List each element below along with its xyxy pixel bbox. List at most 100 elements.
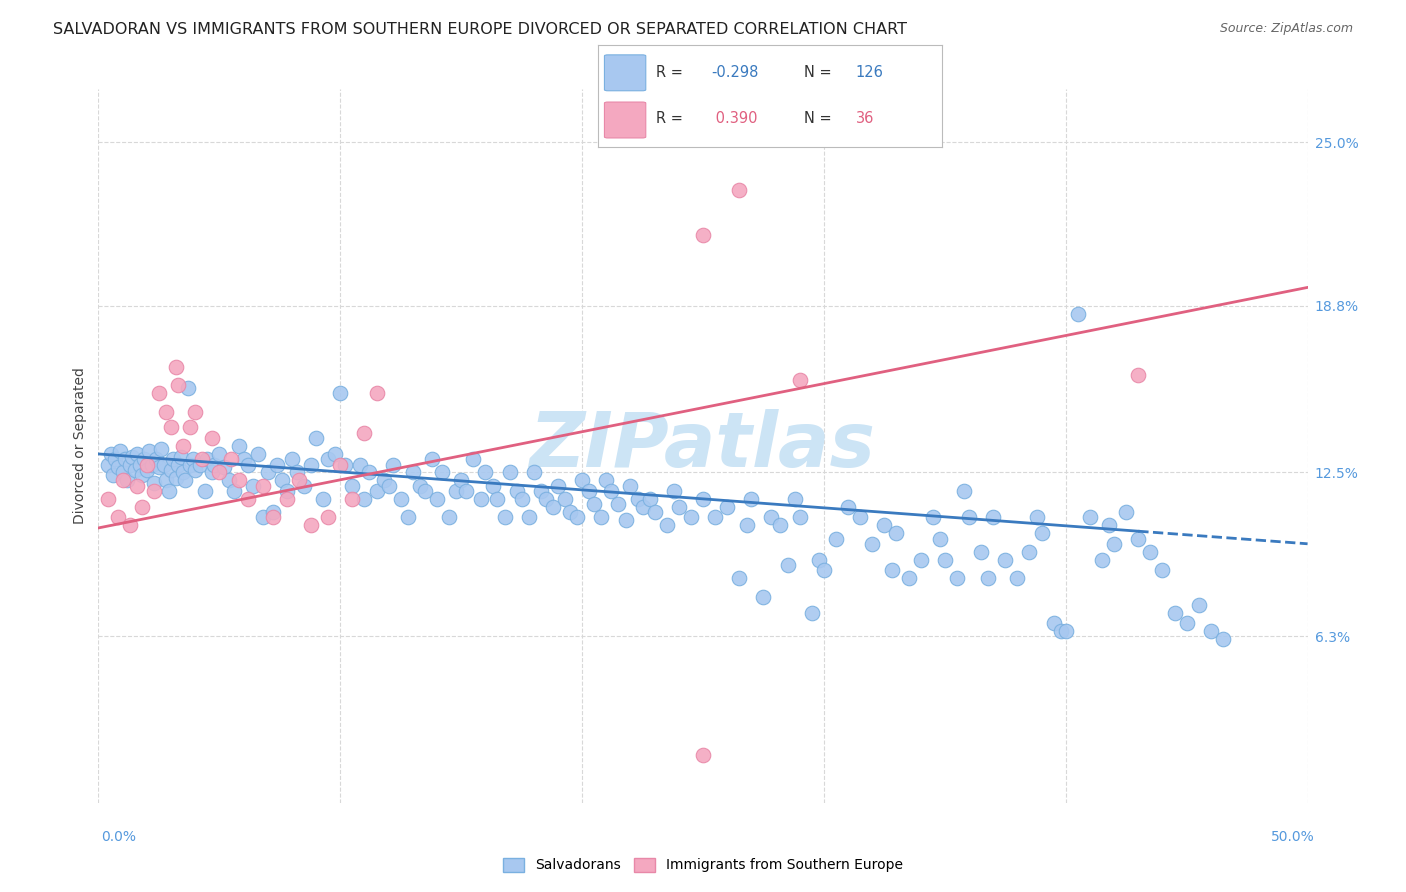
Point <box>160 463 183 477</box>
Text: N =: N = <box>804 65 837 80</box>
Point <box>825 532 848 546</box>
Point <box>305 431 328 445</box>
Point <box>1007 571 1029 585</box>
Point <box>517 510 540 524</box>
Point <box>252 478 274 492</box>
Point <box>208 466 231 480</box>
Point <box>402 466 425 480</box>
Point <box>172 439 194 453</box>
Point <box>165 359 187 374</box>
Point <box>506 483 529 498</box>
Point <box>437 510 460 524</box>
Point <box>148 460 170 475</box>
Point <box>97 491 120 506</box>
Point <box>873 518 896 533</box>
Point <box>299 518 322 533</box>
Point <box>212 460 235 475</box>
Point <box>188 458 211 472</box>
Point <box>201 466 224 480</box>
Point <box>929 532 952 546</box>
Point <box>644 505 666 519</box>
Point <box>134 452 156 467</box>
Point <box>118 458 141 472</box>
Point <box>131 468 153 483</box>
Point <box>735 518 758 533</box>
Point <box>292 478 315 492</box>
Point <box>558 505 581 519</box>
Point <box>631 500 654 514</box>
Point <box>366 483 388 498</box>
Point <box>184 404 207 418</box>
Point <box>256 466 278 480</box>
Point <box>679 510 702 524</box>
Point <box>1018 545 1040 559</box>
Text: R =: R = <box>657 65 688 80</box>
Point <box>486 491 509 506</box>
Point <box>373 474 395 488</box>
Point <box>329 458 352 472</box>
FancyBboxPatch shape <box>605 55 645 91</box>
Point <box>977 571 1000 585</box>
Point <box>1115 505 1137 519</box>
Point <box>981 510 1004 524</box>
Point <box>1102 537 1125 551</box>
Point <box>107 460 129 475</box>
Point <box>619 478 641 492</box>
Point <box>359 466 381 480</box>
Point <box>946 571 969 585</box>
Point <box>114 452 136 467</box>
Point <box>571 474 593 488</box>
Text: N =: N = <box>804 112 837 127</box>
Point <box>470 491 492 506</box>
Point <box>808 552 831 566</box>
Text: Source: ZipAtlas.com: Source: ZipAtlas.com <box>1219 22 1353 36</box>
Point <box>271 474 294 488</box>
Point <box>353 425 375 440</box>
Point <box>155 404 177 418</box>
Point <box>800 606 823 620</box>
Point <box>349 458 371 472</box>
Point <box>494 510 516 524</box>
Point <box>662 483 685 498</box>
Point <box>692 491 714 506</box>
Point <box>208 447 231 461</box>
Point <box>910 552 932 566</box>
Point <box>534 491 557 506</box>
Point <box>145 452 167 467</box>
Point <box>266 458 288 472</box>
Point <box>752 590 775 604</box>
Point <box>353 491 375 506</box>
Point <box>181 452 204 467</box>
Point <box>1139 545 1161 559</box>
Point <box>1199 624 1222 638</box>
Point <box>104 452 127 467</box>
Point <box>396 510 419 524</box>
Point <box>728 183 751 197</box>
Point <box>101 468 124 483</box>
Point <box>228 439 250 453</box>
Point <box>195 452 218 467</box>
Point <box>759 510 782 524</box>
Point <box>124 463 146 477</box>
Point <box>222 483 245 498</box>
Point <box>578 483 600 498</box>
Point <box>446 483 468 498</box>
Text: 0.0%: 0.0% <box>101 830 136 844</box>
Point <box>860 537 883 551</box>
Point <box>813 563 835 577</box>
Point <box>285 466 308 480</box>
Point <box>1025 510 1047 524</box>
Point <box>886 526 908 541</box>
Point <box>135 458 157 472</box>
Point <box>474 466 496 480</box>
Point <box>131 500 153 514</box>
Point <box>167 378 190 392</box>
Point <box>152 458 174 472</box>
FancyBboxPatch shape <box>605 102 645 138</box>
Point <box>138 444 160 458</box>
Point <box>194 483 217 498</box>
Point <box>366 386 388 401</box>
Point <box>614 513 637 527</box>
Text: 36: 36 <box>856 112 875 127</box>
Point <box>262 505 284 519</box>
